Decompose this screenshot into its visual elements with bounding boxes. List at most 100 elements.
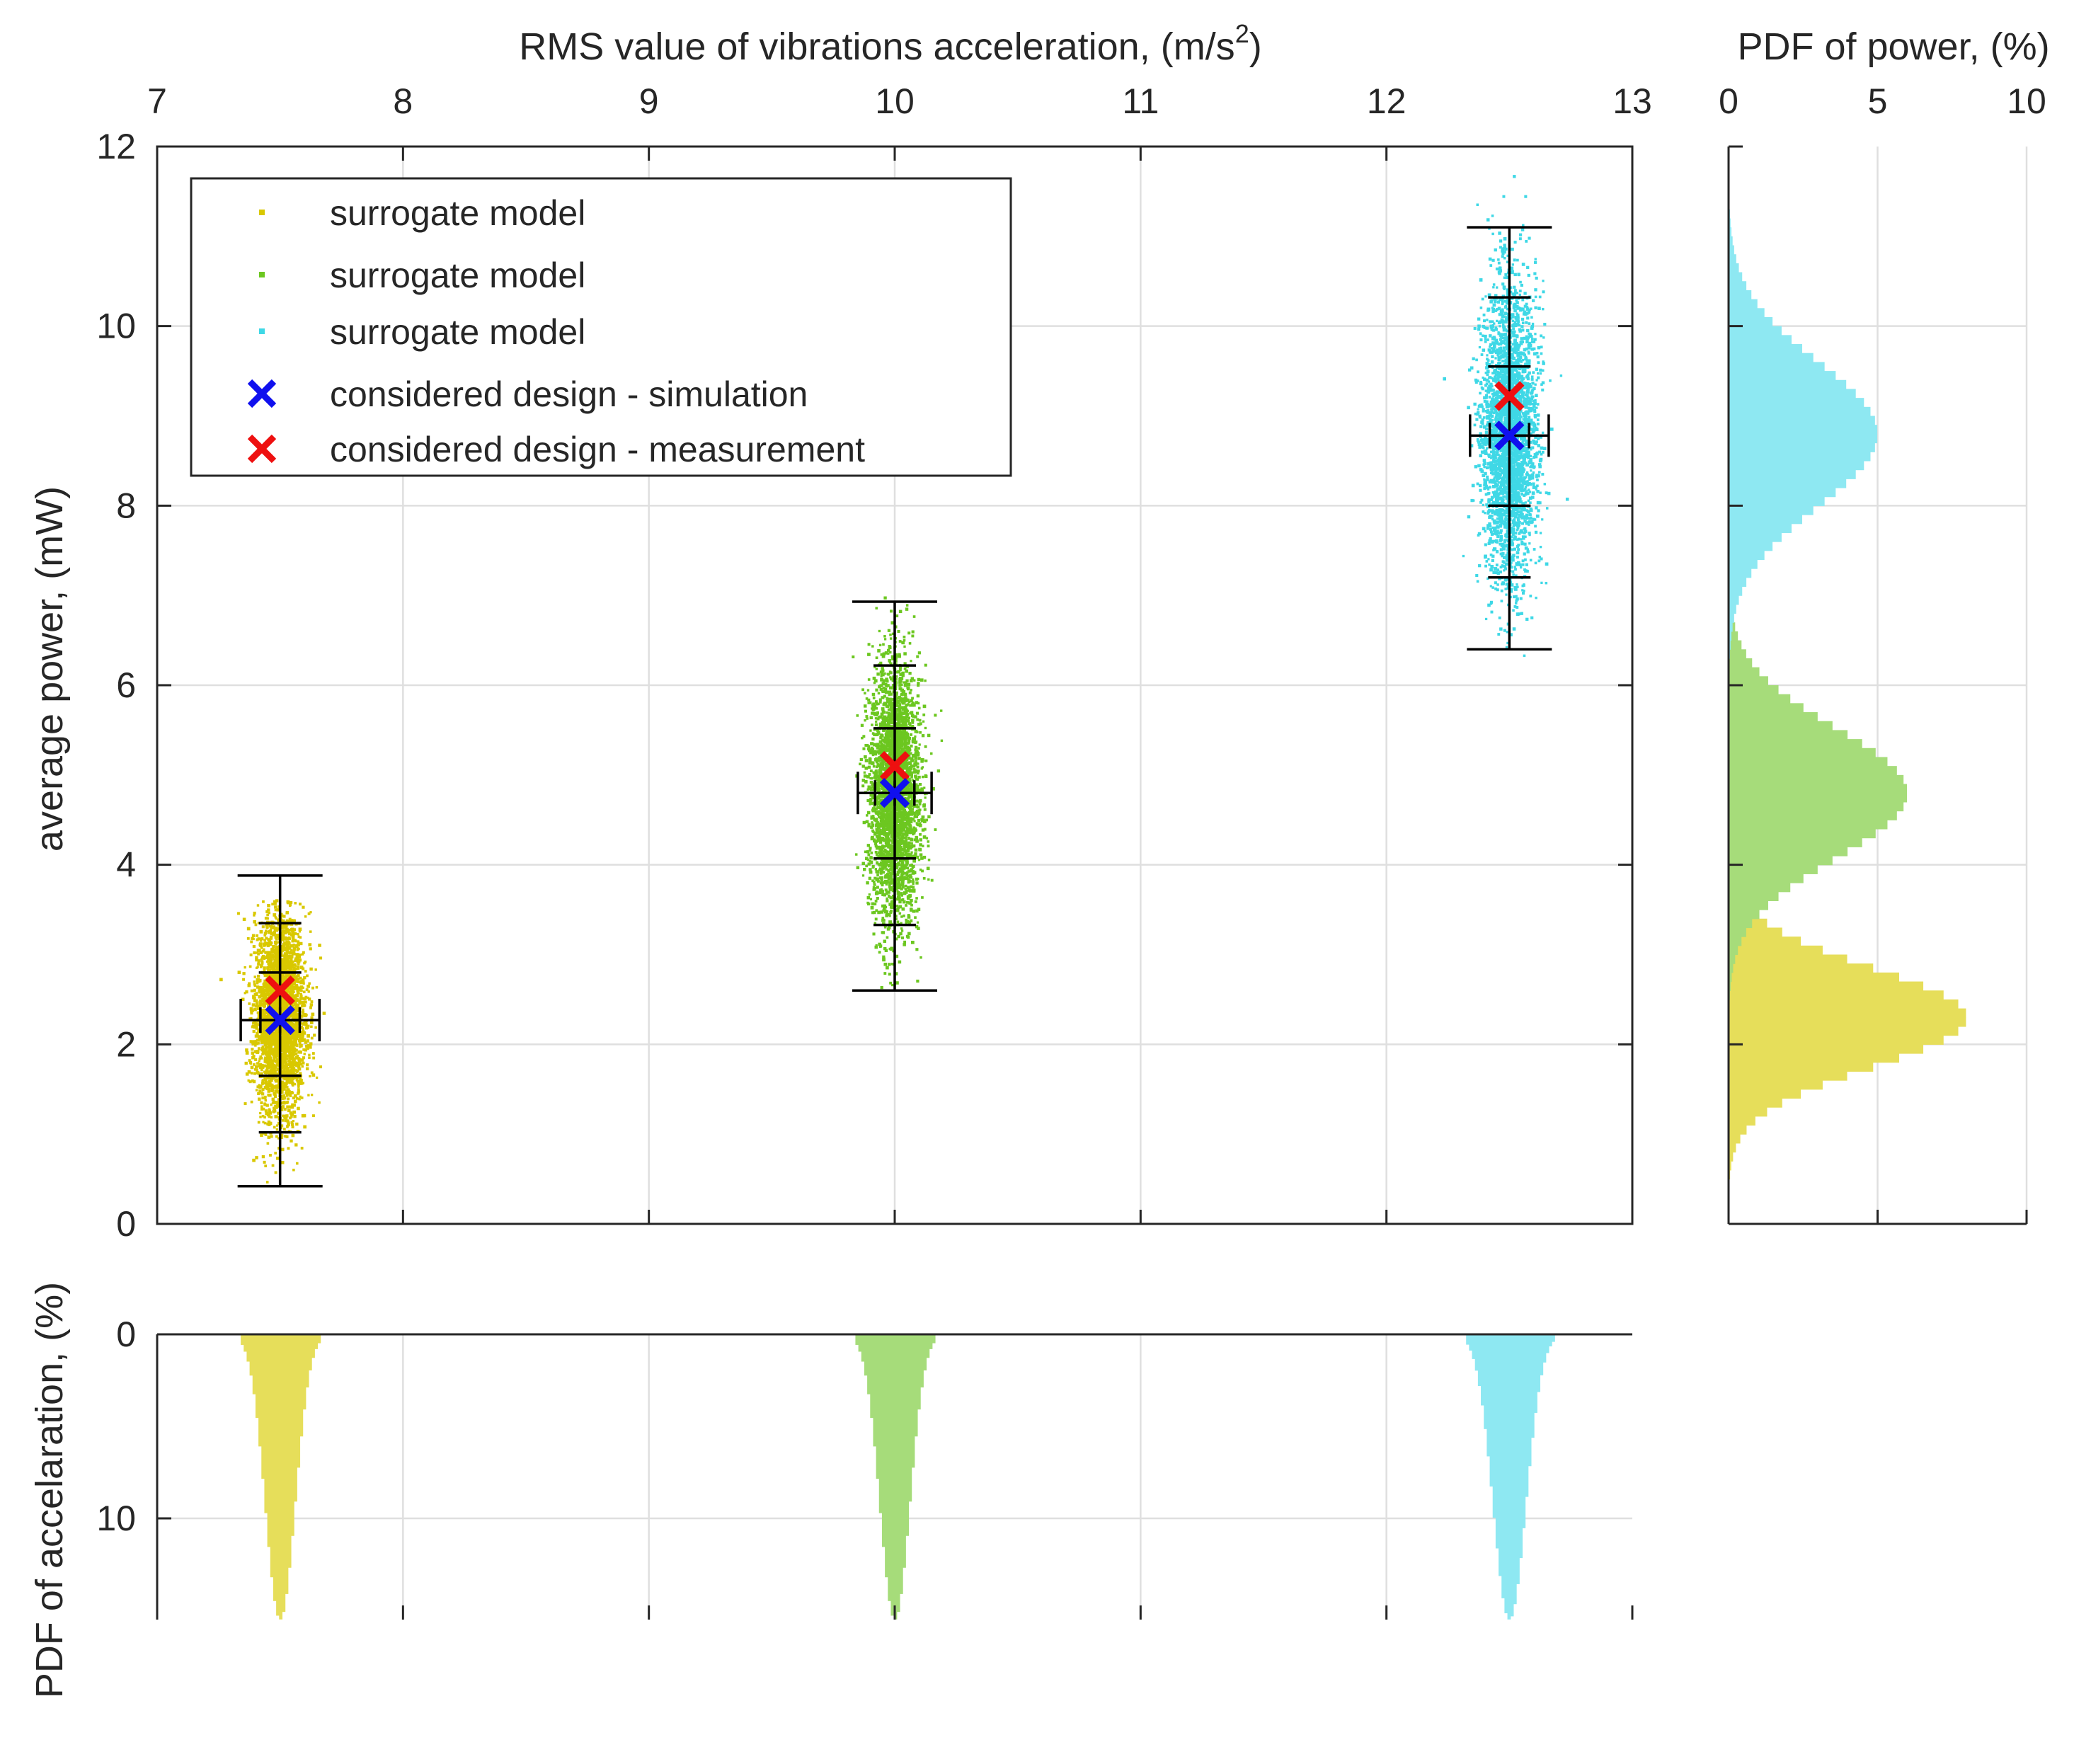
scatter-point [291,1051,294,1055]
power-pdf-bin [1729,515,1803,525]
scatter-point [262,1040,265,1044]
scatter-point [881,876,884,879]
scatter-point [298,987,302,992]
scatter-point [280,1067,284,1070]
scatter-point [309,1006,312,1009]
scatter-point [263,939,266,942]
scatter-point [285,1036,289,1040]
scatter-point [872,880,876,883]
scatter-point [903,681,905,684]
scatter-point [275,960,278,963]
scatter-point [263,968,266,972]
scatter-point [255,958,258,962]
scatter-point [242,978,246,981]
scatter-point [925,837,929,840]
scatter-point [932,786,935,791]
scatter-point [891,658,894,660]
scatter-point [287,1016,290,1021]
scatter-point [280,1136,284,1140]
scatter-point [876,886,879,889]
scatter-point [287,1054,290,1058]
scatter-point [263,932,268,935]
power-pdf-bin [1729,487,1836,498]
scatter-point [304,995,308,999]
scatter-point [256,1050,260,1053]
scatter-point [260,961,264,965]
scatter-point [292,1059,296,1063]
scatter-point [917,684,920,687]
scatter-point [880,672,884,676]
scatter-point [268,1087,271,1091]
scatter-point [270,975,274,979]
scatter-point [268,1108,271,1111]
scatter-point [271,1164,275,1167]
scatter-point [873,679,878,683]
scatter-point [306,1039,309,1043]
power-pdf-bin [1729,937,1801,946]
scatter-point [890,719,893,723]
power-pdf-bin [1729,739,1862,749]
scatter-point [271,1101,275,1104]
scatter-point [919,838,922,842]
scatter-point [295,954,299,957]
scatter-point [886,927,890,931]
scatter-point [883,946,887,951]
scatter-point [882,807,886,811]
scatter-point [297,953,300,956]
scatter-point [923,786,926,789]
scatter-point [275,1106,278,1109]
scatter-point [288,1116,292,1120]
scatter-point [267,938,270,941]
scatter-point [280,1160,285,1164]
accel-pdf-bin [1552,1334,1555,1342]
scatter-point [282,943,286,946]
scatter-point [912,886,915,889]
scatter-point [288,928,292,932]
scatter-point [282,1096,287,1100]
scatter-point [302,1033,304,1036]
scatter-point [274,905,277,909]
scatter-point [887,820,891,824]
scatter-point [268,1093,272,1097]
scatter-point [291,1077,295,1081]
scatter-point [309,947,312,951]
scatter-point [915,839,919,843]
scatter-point [260,1041,264,1044]
scatter-point [262,984,266,987]
scatter-point [299,976,302,980]
scatter-point [296,998,299,1002]
scatter-point [282,925,287,929]
scatter-point [287,941,291,944]
scatter-point [866,689,870,692]
scatter-point [275,1049,279,1052]
scatter-point [287,966,290,970]
scatter-point [873,832,877,836]
scatter-point [288,1051,291,1054]
power-pdf-bin [1729,900,1768,910]
scatter-point [303,1053,306,1055]
scatter-point [275,929,279,932]
scatter-point [870,852,873,854]
power-pdf-bin [1729,1071,1847,1081]
scatter-point [901,861,905,864]
accel-pdf-bin [896,1334,900,1613]
scatter-point [890,717,893,721]
scatter-point [294,986,299,990]
scatter-point [291,1054,294,1058]
scatter-point [253,1020,257,1024]
power-pdf-bin [1729,227,1732,237]
scatter-point [276,1033,280,1037]
scatter-point [284,1043,287,1047]
scatter-point [285,1067,288,1070]
scatter-point [287,1121,290,1123]
power-pdf-bin [1729,937,1742,946]
scatter-point [864,850,867,854]
scatter-point [287,1067,290,1070]
scatter-point [297,1082,300,1085]
scatter-point [287,932,292,936]
scatter-point [888,686,893,690]
scatter-point [273,1070,277,1073]
scatter-point [283,931,287,934]
power-pdf-bin [1729,523,1792,533]
